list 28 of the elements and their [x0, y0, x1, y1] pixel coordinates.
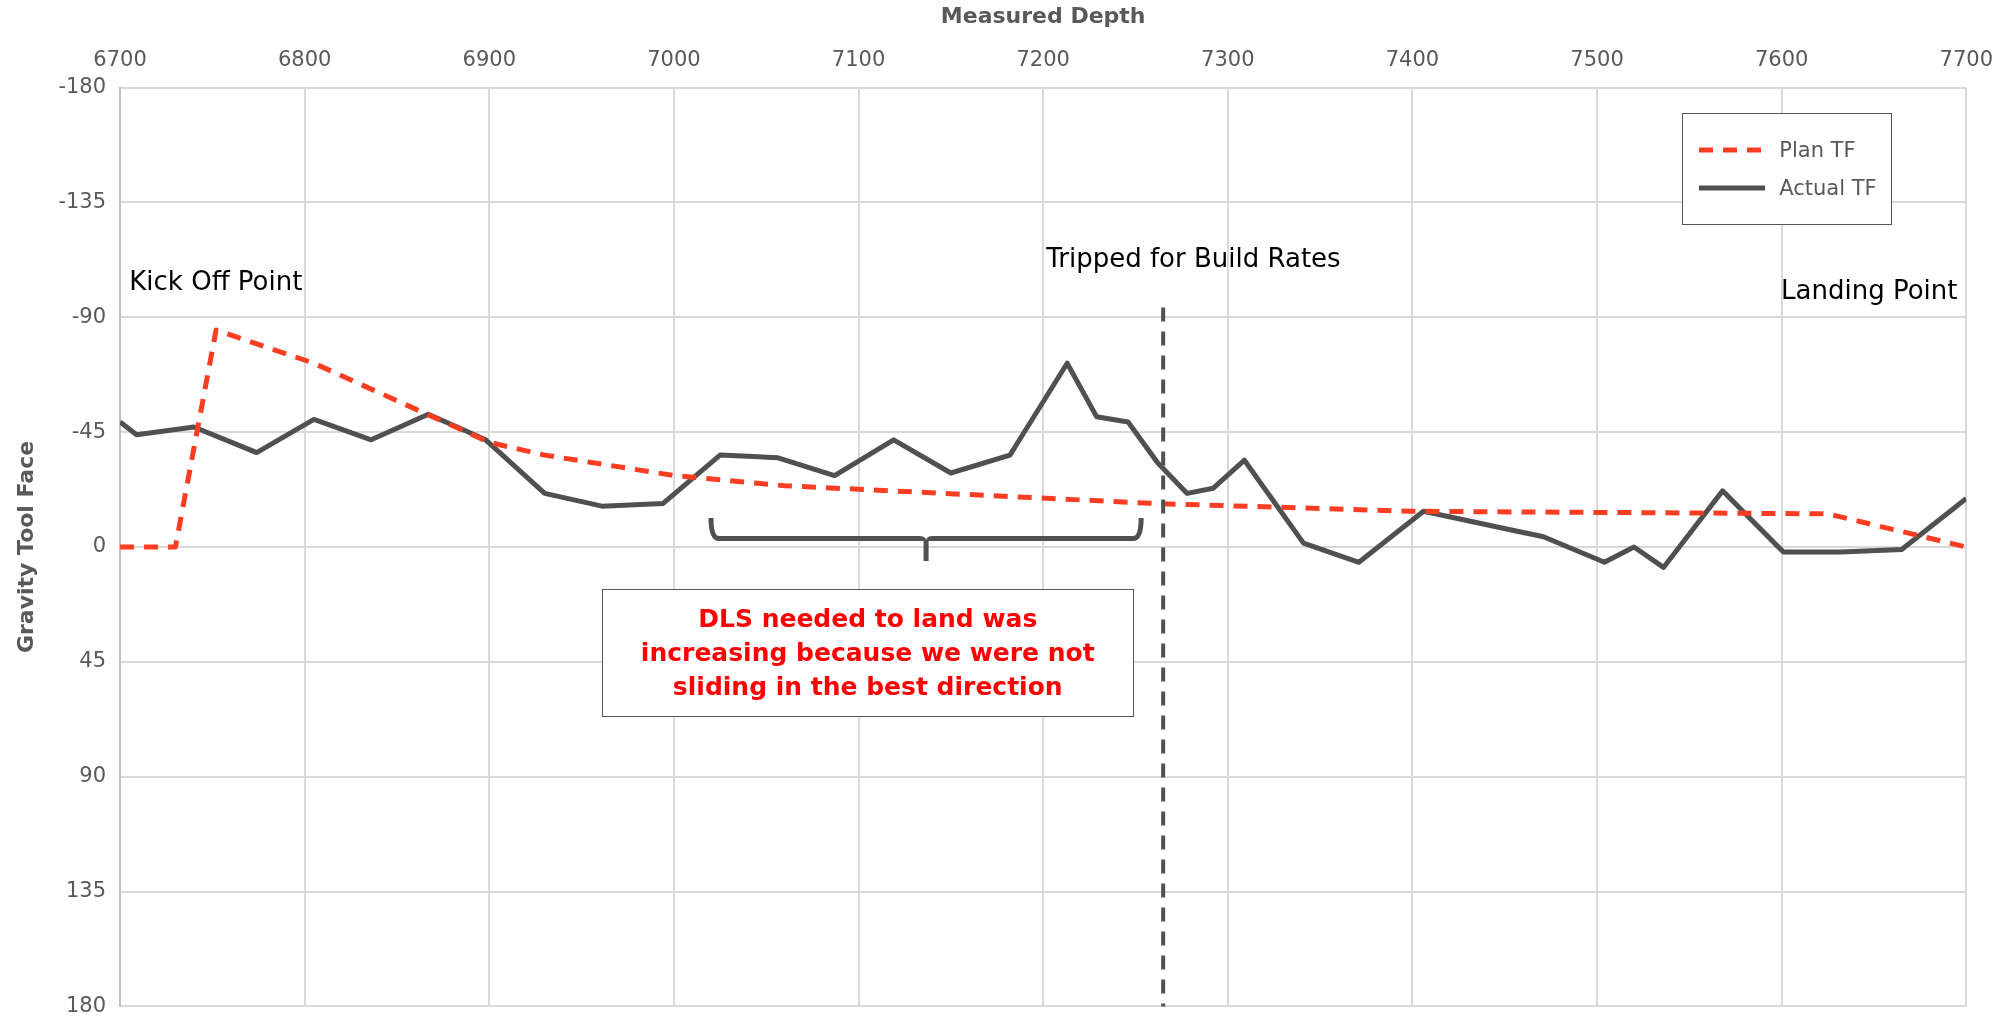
- legend-label: Plan TF: [1779, 137, 1856, 162]
- y-tick-label: -90: [71, 303, 107, 328]
- x-tick-label: 7400: [1385, 47, 1440, 72]
- x-tick-label: 6800: [277, 47, 332, 72]
- x-tick-label: 7600: [1754, 47, 1809, 72]
- annotation: DLS needed to land was increasing because we were not sliding in the best direction: [601, 588, 1134, 717]
- ref-line-label: Tripped for Build Rates: [1046, 242, 1341, 273]
- legend-label: Actual TF: [1779, 175, 1877, 200]
- y-tick-label: 90: [79, 763, 107, 788]
- x-tick-label: 7700: [1939, 47, 1993, 72]
- x-tick-label: 7100: [831, 47, 886, 72]
- x-tick-label: 7500: [1570, 47, 1624, 72]
- y-axis-title: Gravity Tool Face: [12, 440, 38, 654]
- x-tick-label: 7300: [1201, 47, 1255, 72]
- x-tick-label: 6700: [93, 47, 147, 72]
- x-tick-label: 7000: [647, 47, 701, 72]
- annotation: Kick Off Point: [129, 265, 303, 296]
- y-tick-label: -180: [58, 74, 107, 99]
- annotation: Landing Point: [1781, 274, 1958, 305]
- y-tick-label: -135: [58, 188, 107, 213]
- y-tick-label: 0: [92, 533, 107, 558]
- x-tick-label: 6900: [462, 47, 517, 72]
- y-tick-label: 180: [65, 992, 107, 1017]
- x-tick-label: 7200: [1016, 47, 1070, 72]
- y-tick-label: 45: [79, 648, 107, 673]
- y-tick-label: 135: [65, 878, 107, 902]
- y-tick-label: -45: [71, 418, 107, 443]
- x-axis-title: Measured Depth: [940, 2, 1146, 28]
